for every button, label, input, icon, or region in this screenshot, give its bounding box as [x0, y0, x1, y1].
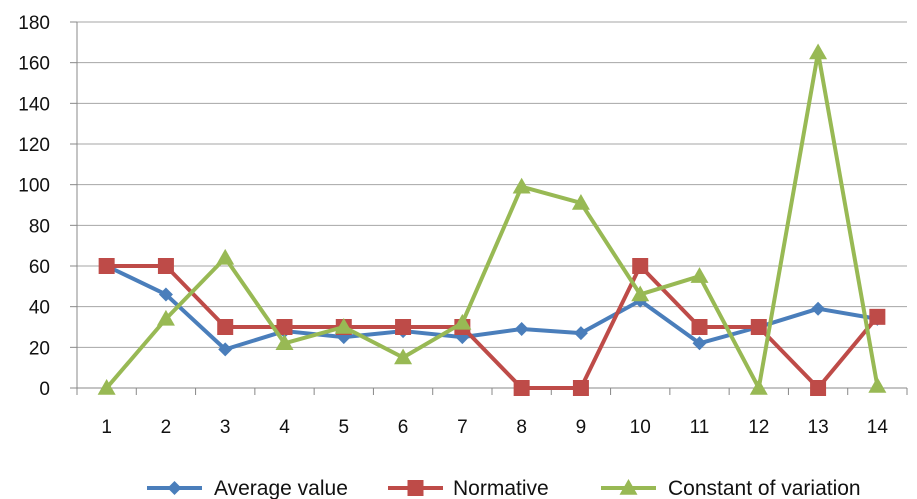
- y-tick-label: 40: [29, 298, 50, 319]
- x-tick-label: 14: [867, 417, 889, 438]
- data-point: [811, 301, 826, 316]
- x-tick-label: 12: [748, 417, 769, 438]
- data-point: [572, 380, 589, 396]
- x-tick-label: 9: [576, 417, 587, 438]
- legend-item: Average value: [147, 477, 348, 499]
- data-point: [158, 287, 173, 302]
- data-point: [217, 319, 234, 335]
- axes: [70, 21, 908, 395]
- legend-marker: [167, 481, 182, 495]
- data-point: [216, 248, 235, 265]
- data-point: [276, 319, 293, 335]
- data-point: [632, 258, 649, 274]
- legend-marker: [619, 479, 638, 495]
- x-tick-label: 1: [101, 417, 112, 438]
- legend-item: Constant of variation: [601, 477, 861, 499]
- legend-label: Average value: [214, 477, 348, 499]
- x-tick-label: 6: [398, 417, 409, 438]
- y-tick-label: 120: [18, 135, 50, 156]
- data-point: [810, 380, 827, 396]
- x-axis-ticks: 1 2 3 4 5 6 7 8 9 10 11 12 13 14: [101, 417, 888, 438]
- data-point: [691, 319, 708, 335]
- data-point: [513, 380, 530, 396]
- x-tick-label: 10: [630, 417, 651, 438]
- data-point: [395, 319, 412, 335]
- y-tick-label: 0: [39, 379, 50, 400]
- data-point: [275, 334, 294, 351]
- data-point: [97, 379, 116, 395]
- x-tick-label: 7: [457, 417, 468, 438]
- series-constant-of-variation: [97, 43, 887, 395]
- data-point: [869, 308, 886, 325]
- x-tick-label: 11: [690, 417, 710, 438]
- data-point: [218, 342, 233, 357]
- legend: Average value Normative Constant of variat…: [147, 477, 861, 499]
- x-tick-label: 2: [161, 417, 172, 438]
- legend-label: Constant of variation: [668, 477, 861, 499]
- y-tick-label: 140: [18, 94, 50, 115]
- series-line: [106, 264, 879, 390]
- data-point: [571, 193, 590, 210]
- data-point: [453, 313, 472, 330]
- data-point: [514, 322, 529, 337]
- x-tick-label: 13: [808, 417, 829, 438]
- series-line: [105, 264, 878, 352]
- data-point: [98, 258, 115, 274]
- gridlines: [77, 21, 907, 348]
- data-point: [334, 318, 353, 334]
- y-tick-label: 80: [29, 216, 50, 237]
- y-tick-label: 160: [18, 54, 50, 75]
- legend-item: Normative: [388, 477, 549, 499]
- data-point: [573, 326, 588, 341]
- y-tick-label: 60: [29, 257, 50, 278]
- x-tick-label: 8: [516, 417, 527, 438]
- series-normative: [98, 258, 886, 396]
- data-point: [512, 177, 531, 194]
- legend-marker: [407, 480, 424, 496]
- data-point: [156, 309, 175, 326]
- data-point: [692, 336, 707, 351]
- data-point: [394, 348, 413, 365]
- data-point: [868, 376, 887, 393]
- legend-label: Normative: [453, 477, 549, 499]
- data-point: [809, 43, 828, 60]
- data-point: [157, 258, 174, 274]
- x-tick-label: 5: [338, 417, 349, 438]
- x-tick-label: 4: [279, 417, 290, 438]
- series-line: [105, 50, 880, 390]
- data-point: [631, 285, 650, 302]
- data-point: [690, 267, 709, 283]
- y-tick-label: 180: [18, 13, 50, 34]
- y-tick-label: 100: [18, 176, 50, 197]
- y-axis-ticks: 0 20 40 60 80 100 120 140 160 180: [18, 13, 50, 400]
- series-layer: [97, 43, 887, 396]
- data-point: [749, 379, 768, 395]
- data-point: [750, 319, 767, 335]
- x-tick-label: 3: [220, 417, 231, 438]
- y-tick-label: 20: [29, 338, 50, 359]
